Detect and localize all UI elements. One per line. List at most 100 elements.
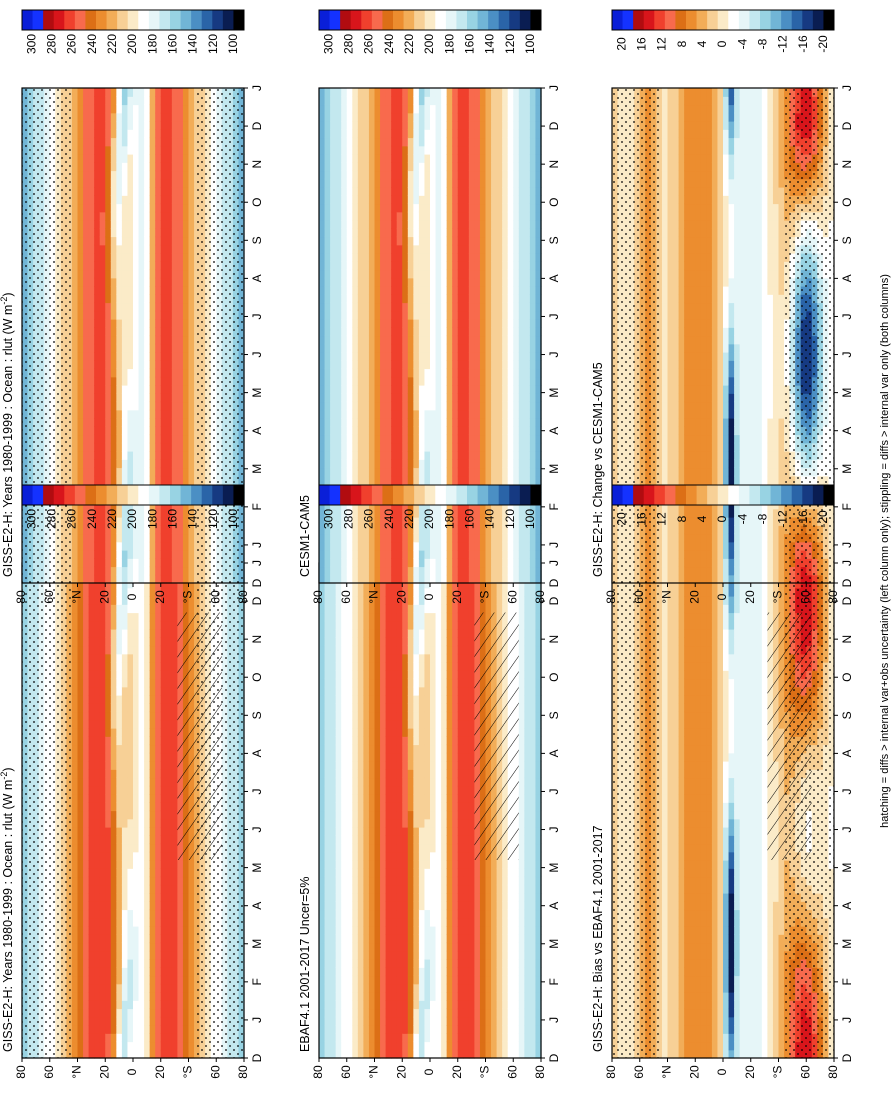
heatmap-cell xyxy=(138,653,145,663)
heatmap-cell xyxy=(116,620,123,630)
heatmap-cell xyxy=(171,703,178,713)
heatmap-cell xyxy=(71,129,79,139)
heatmap-cell xyxy=(133,827,140,836)
heatmap-cell xyxy=(138,1049,145,1059)
heatmap-cell xyxy=(188,533,195,543)
heatmap-cell xyxy=(83,926,90,935)
heatmap-cell xyxy=(171,467,178,477)
heatmap-cell xyxy=(77,302,84,312)
heatmap-cell xyxy=(99,525,106,535)
heatmap-cell xyxy=(160,459,167,469)
heatmap-cell xyxy=(99,926,106,935)
heatmap-cell xyxy=(177,558,184,568)
heatmap-cell xyxy=(138,901,145,911)
heatmap-cell xyxy=(121,343,129,353)
heatmap-cell xyxy=(188,566,195,576)
heatmap-cell xyxy=(155,761,162,770)
heatmap-cell xyxy=(149,579,156,589)
heatmap-cell xyxy=(144,442,151,452)
heatmap-cell xyxy=(149,550,156,559)
heatmap-cell xyxy=(133,596,140,605)
heatmap-cell xyxy=(99,1025,106,1034)
heatmap-cell xyxy=(127,162,134,172)
heatmap-cell xyxy=(110,719,117,729)
heatmap-cell xyxy=(319,835,326,845)
heatmap-cell xyxy=(110,195,117,205)
heatmap-cell xyxy=(133,1008,140,1018)
heatmap-cell xyxy=(144,802,151,812)
heatmap-cell xyxy=(144,203,151,213)
heatmap-cell xyxy=(160,893,167,902)
hatching-region xyxy=(177,612,222,860)
heatmap-cell xyxy=(171,604,178,614)
heatmap-cell xyxy=(71,310,79,320)
lat-tick-label: °S xyxy=(181,591,195,604)
stippling-region xyxy=(22,563,71,1058)
heatmap-cell xyxy=(116,121,123,130)
heatmap-cell xyxy=(177,385,184,394)
heatmap-cell xyxy=(127,393,134,403)
heatmap-cell xyxy=(77,178,84,188)
heatmap-cell xyxy=(83,942,90,952)
heatmap-cell xyxy=(127,533,134,543)
heatmap-cell xyxy=(105,335,112,345)
heatmap-cell xyxy=(155,785,162,795)
heatmap-cell xyxy=(155,220,162,229)
heatmap-cell xyxy=(319,744,326,754)
heatmap-cell xyxy=(319,686,326,696)
heatmap-cell xyxy=(160,901,167,911)
heatmap-cell xyxy=(105,195,112,205)
heatmap-cell xyxy=(177,434,184,444)
heatmap-cell xyxy=(116,319,123,328)
heatmap-cell xyxy=(138,959,145,968)
heatmap-cell xyxy=(116,558,123,568)
heatmap-cell xyxy=(319,761,326,770)
heatmap-cell xyxy=(99,418,106,427)
heatmap-cell xyxy=(155,942,162,952)
heatmap-cell xyxy=(94,1016,101,1026)
heatmap-cell xyxy=(188,352,195,361)
heatmap-cell xyxy=(144,1025,151,1034)
heatmap-cell xyxy=(105,162,112,172)
heatmap-cell xyxy=(88,1016,95,1026)
heatmap-cell xyxy=(160,178,167,188)
heatmap-cell xyxy=(166,286,173,295)
heatmap-cell xyxy=(133,653,140,663)
heatmap-cell xyxy=(88,637,95,647)
heatmap-cell xyxy=(110,104,117,114)
heatmap-cell xyxy=(144,96,151,106)
heatmap-cell xyxy=(71,541,79,551)
heatmap-cell xyxy=(88,901,95,911)
month-tick-label: N xyxy=(250,635,264,644)
heatmap-cell xyxy=(155,145,162,155)
heatmap-cell xyxy=(88,579,95,589)
heatmap-cell xyxy=(71,744,79,754)
heatmap-cell xyxy=(133,670,140,680)
heatmap-cell xyxy=(110,818,117,828)
heatmap-cell xyxy=(319,719,326,729)
heatmap-cell xyxy=(127,525,134,535)
heatmap-cell xyxy=(83,695,90,704)
heatmap-cell xyxy=(71,533,79,543)
heatmap-cell xyxy=(127,851,134,861)
heatmap-cell xyxy=(138,96,145,106)
heatmap-cell xyxy=(99,670,106,680)
heatmap-cell xyxy=(149,475,156,485)
heatmap-cell xyxy=(116,550,123,559)
heatmap-cell xyxy=(138,220,145,229)
heatmap-cell xyxy=(319,695,326,704)
heatmap-cell xyxy=(94,319,101,328)
heatmap-cell xyxy=(155,629,162,638)
heatmap-cell xyxy=(121,310,129,320)
heatmap-cell xyxy=(71,187,79,196)
heatmap-cell xyxy=(133,393,140,403)
heatmap-cell xyxy=(88,211,95,221)
heatmap-cell xyxy=(188,178,195,188)
heatmap-cell xyxy=(127,335,134,345)
heatmap-cell xyxy=(116,1025,123,1034)
heatmap-cell xyxy=(149,426,156,436)
heatmap-cell xyxy=(182,1041,190,1051)
heatmap-cell xyxy=(166,376,173,386)
heatmap-cell xyxy=(110,269,117,279)
heatmap-cell xyxy=(94,451,101,460)
